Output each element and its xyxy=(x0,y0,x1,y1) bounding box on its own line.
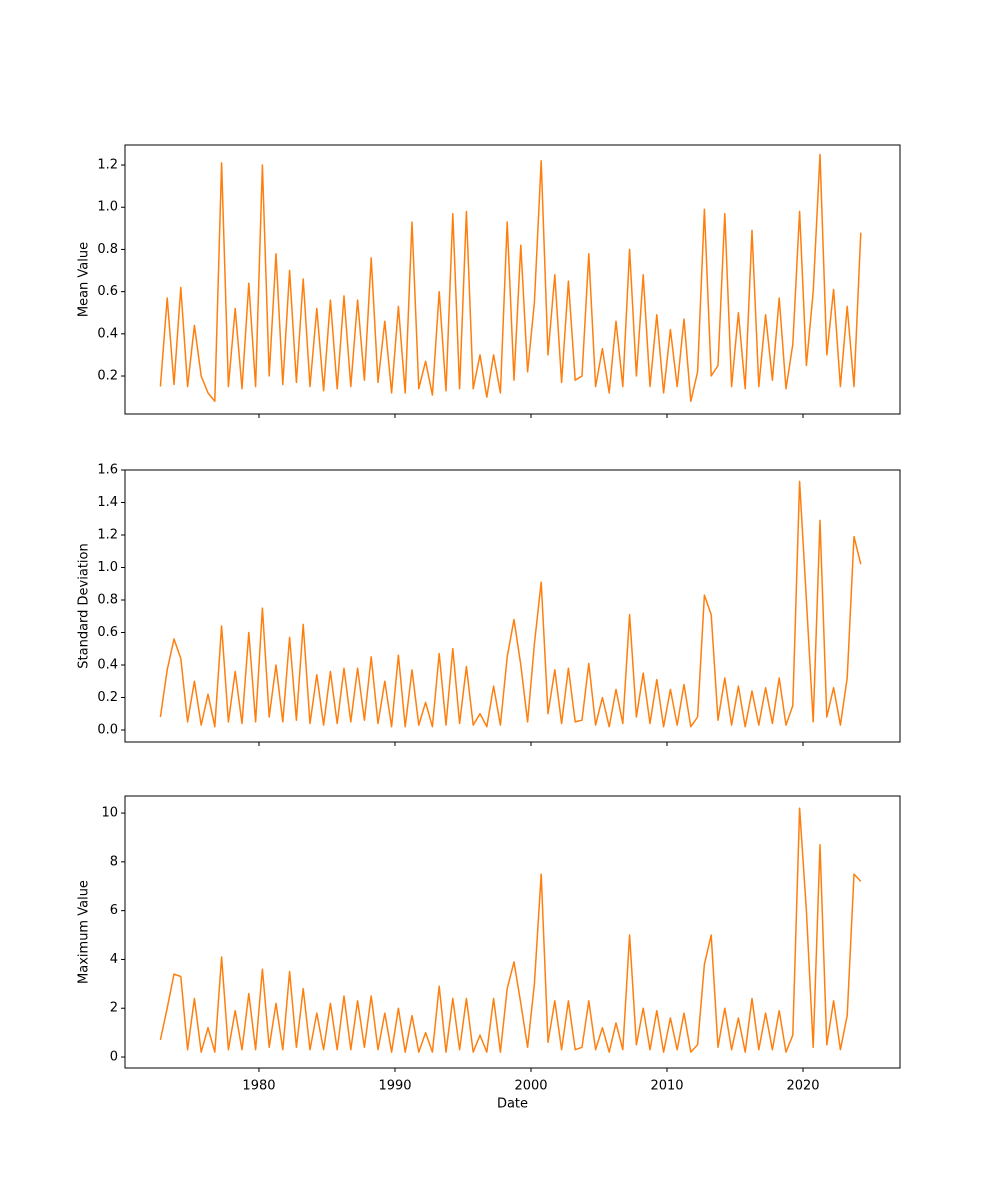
y-tick-label: 1.2 xyxy=(97,158,118,173)
x-tick-label: 1980 xyxy=(242,1079,275,1094)
y-tick-label: 4 xyxy=(110,952,118,967)
axes-frame xyxy=(124,144,901,415)
y-tick-label: 1.4 xyxy=(97,495,118,510)
y-tick-label: 0.6 xyxy=(97,284,118,299)
data-line xyxy=(159,807,862,1053)
y-tick-label: 0.6 xyxy=(97,625,118,640)
y-tick-label: 0.2 xyxy=(97,690,118,705)
y-tick-label: 1.6 xyxy=(97,463,118,478)
axes-frame xyxy=(124,469,901,743)
y-tick-label: 0.4 xyxy=(97,657,118,672)
y-axis-label: Maximum Value xyxy=(77,880,92,984)
y-tick-label: 0.0 xyxy=(97,722,118,737)
x-tick-label: 2020 xyxy=(786,1079,819,1094)
y-tick-label: 1.0 xyxy=(97,200,118,215)
data-line xyxy=(159,153,862,403)
y-tick-label: 8 xyxy=(110,854,118,869)
x-tick-label: 1990 xyxy=(378,1079,411,1094)
y-tick-label: 0.4 xyxy=(97,326,118,341)
data-line xyxy=(159,480,862,728)
y-tick-label: 0.2 xyxy=(97,369,118,384)
x-tick-label: 2010 xyxy=(650,1079,683,1094)
y-tick-label: 10 xyxy=(101,806,118,821)
y-tick-label: 6 xyxy=(110,903,118,918)
axes-frame xyxy=(124,795,901,1069)
y-tick-label: 1.2 xyxy=(97,527,118,542)
y-tick-label: 0.8 xyxy=(97,592,118,607)
y-tick-label: 2 xyxy=(110,1001,118,1016)
y-tick-label: 1.0 xyxy=(97,560,118,575)
x-axis-label: Date xyxy=(497,1097,528,1112)
y-tick-label: 0 xyxy=(110,1050,118,1065)
y-axis-label: Standard Deviation xyxy=(77,543,92,668)
y-axis-label: Mean Value xyxy=(77,242,92,317)
y-tick-label: 0.8 xyxy=(97,242,118,257)
x-tick-label: 2000 xyxy=(514,1079,547,1094)
